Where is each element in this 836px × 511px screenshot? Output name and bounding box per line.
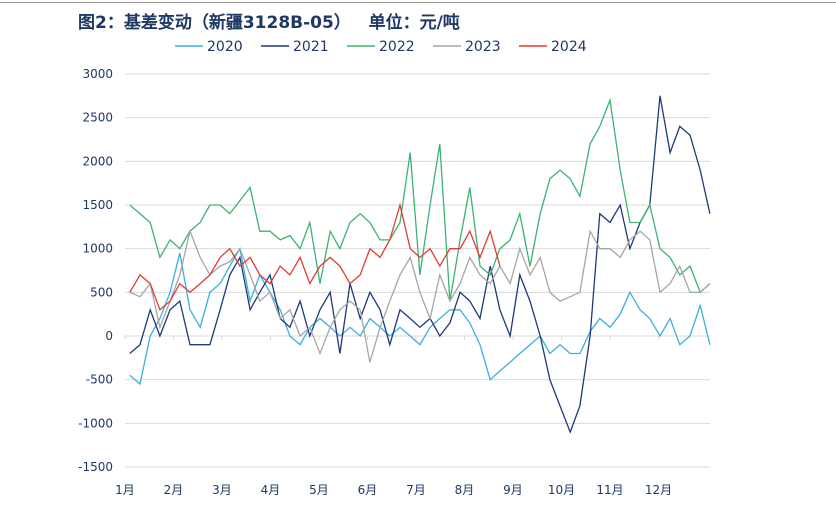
x-tick-label: 2月 (164, 483, 184, 497)
x-tick-label: 8月 (455, 483, 475, 497)
legend-label-2021: 2021 (293, 39, 329, 55)
y-tick-label: -500 (86, 373, 113, 387)
x-tick-label: 4月 (261, 483, 281, 497)
y-tick-label: 2500 (82, 111, 113, 125)
top-divider (0, 2, 836, 3)
y-tick-label: 1000 (82, 242, 113, 256)
series-line-2024 (129, 202, 501, 311)
legend-label-2023: 2023 (465, 39, 501, 55)
x-tick-label: 1月 (115, 483, 135, 497)
x-tick-label: 9月 (503, 483, 523, 497)
y-tick-label: 3000 (82, 67, 113, 81)
x-tick-label: 6月 (358, 483, 378, 497)
chart-title: 图2：基差变动（新疆3128B-05） 单位：元/吨 (78, 13, 460, 33)
legend-label-2024: 2024 (551, 39, 587, 55)
legend-label-2022: 2022 (379, 39, 415, 55)
x-tick-label: 7月 (406, 483, 426, 497)
y-tick-label: 1500 (82, 198, 113, 212)
y-tick-label: -1500 (78, 460, 113, 474)
legend-label-2020: 2020 (207, 39, 243, 55)
y-tick-label: 2000 (82, 154, 113, 168)
x-tick-label: 3月 (212, 483, 232, 497)
y-tick-label: 500 (90, 285, 113, 299)
x-tick-label: 12月 (645, 483, 672, 497)
series-line-2020 (129, 246, 711, 386)
y-tick-label: 0 (105, 329, 113, 343)
x-tick-label: 5月 (309, 483, 329, 497)
series-line-2022 (129, 97, 711, 302)
series-line-2021 (129, 95, 711, 434)
series-line-2023 (129, 229, 711, 363)
y-tick-label: -1000 (78, 416, 113, 430)
x-tick-label: 10月 (548, 483, 575, 497)
x-tick-label: 11月 (596, 483, 623, 497)
